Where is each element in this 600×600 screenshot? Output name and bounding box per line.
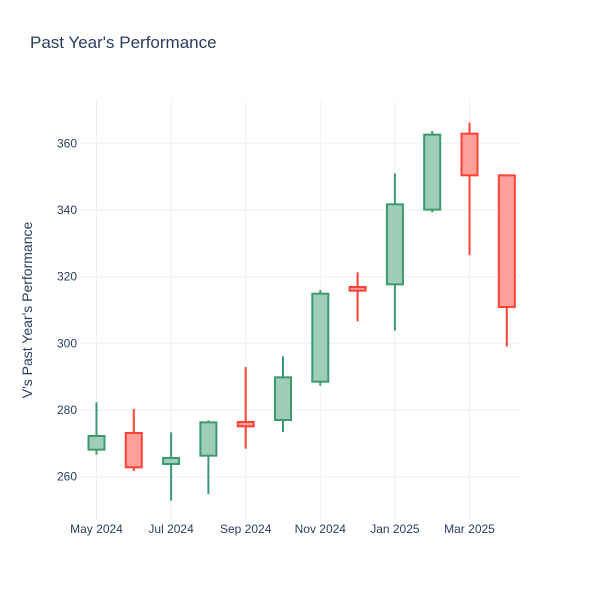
candle-jun-2024 (126, 409, 142, 471)
candle-body (238, 422, 254, 426)
candle-oct-2024 (275, 356, 291, 432)
x-tick-label: Jul 2024 (148, 522, 194, 536)
x-tick-label: Jan 2025 (370, 522, 420, 536)
candle-body (89, 436, 105, 450)
y-tick-label: 260 (57, 470, 77, 484)
y-tick-label: 340 (57, 203, 77, 217)
candle-body (275, 377, 291, 420)
candle-mar-2025 (462, 123, 478, 255)
y-tick-label: 280 (57, 403, 77, 417)
candlestick-chart: 260 280 300 320 340 360 May 2024 Jul 2024 Sep 20… (0, 0, 600, 600)
y-tick-label: 360 (57, 136, 77, 150)
candle-body (499, 175, 515, 307)
grid-lines (80, 100, 520, 520)
candle-body (312, 294, 328, 382)
y-axis-label: V's Past Year's Performance (19, 222, 35, 399)
candle-dec-2024 (350, 272, 366, 321)
x-tick-label: May 2024 (70, 522, 123, 536)
y-tick-label: 320 (57, 270, 77, 284)
candle-apr-2025 (499, 175, 515, 346)
x-tick-label: Nov 2024 (295, 522, 347, 536)
candle-jan-2025 (387, 173, 403, 330)
candles (89, 123, 515, 501)
candle-body (350, 287, 366, 291)
chart-page: Past Year's Performance 260 280 300 320 340 3… (0, 0, 600, 600)
candle-body (462, 134, 478, 176)
y-tick-label: 300 (57, 336, 77, 350)
candle-sep-2024 (238, 367, 254, 449)
candle-body (387, 204, 403, 284)
x-tick-label: Sep 2024 (220, 522, 272, 536)
candle-feb-2025 (424, 131, 440, 212)
candle-body (163, 458, 179, 464)
candle-jul-2024 (163, 432, 179, 500)
candle-aug-2024 (200, 420, 216, 494)
candle-nov-2024 (312, 290, 328, 386)
candle-body (200, 422, 216, 455)
x-tick-label: Mar 2025 (444, 522, 495, 536)
candle-body (424, 135, 440, 210)
candle-body (126, 433, 142, 467)
